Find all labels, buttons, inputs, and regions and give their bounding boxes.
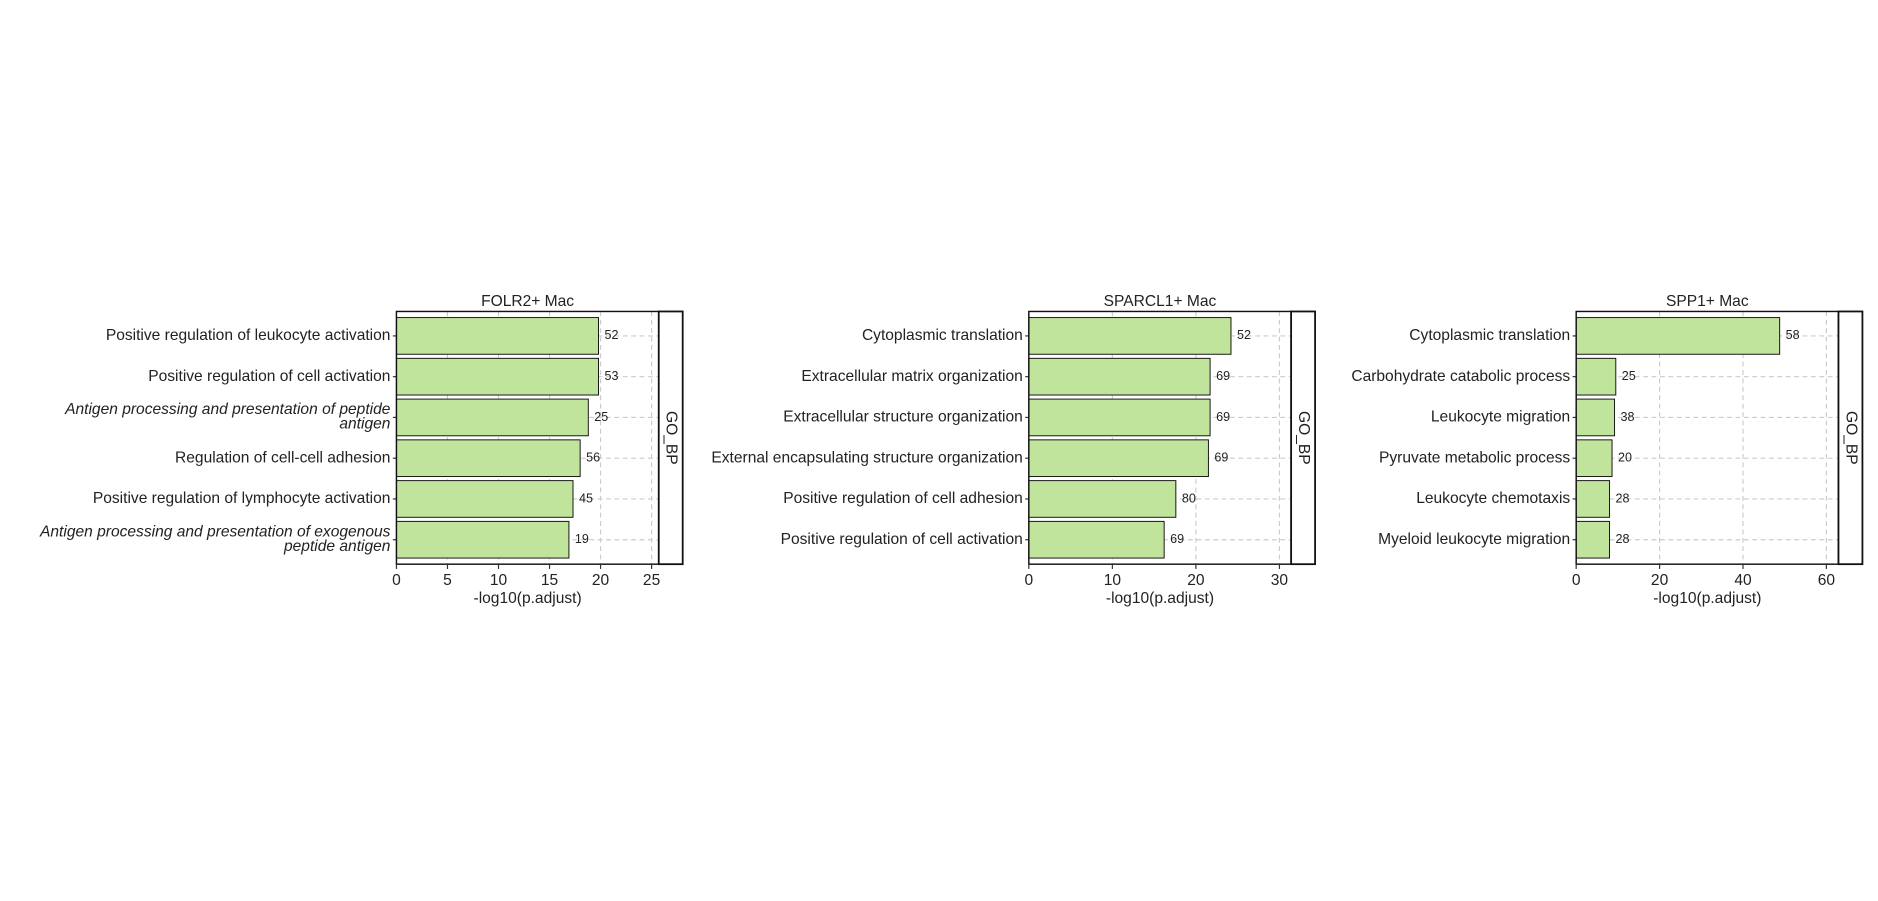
y-tick-label: Pyruvate metabolic process (1379, 449, 1570, 466)
count-label: 69 (1170, 532, 1184, 546)
facet-label: GO_BP (1842, 411, 1859, 465)
bar (1575, 357, 1617, 396)
bar (395, 439, 581, 478)
y-tick-label: Leukocyte migration (1431, 409, 1570, 426)
count-label: 38 (1621, 410, 1635, 424)
bar (1575, 520, 1611, 559)
bar (395, 357, 600, 396)
bar (1028, 398, 1211, 437)
count-label: 45 (579, 491, 593, 505)
x-tick-label: 20 (592, 572, 610, 589)
facet-strip (1837, 310, 1864, 566)
count-label: 80 (1182, 491, 1196, 505)
y-tick-label: Positive regulation of lymphocyte activa… (93, 490, 391, 507)
count-label: 56 (586, 451, 600, 465)
y-tick-label: Extracellular structure organization (783, 409, 1023, 426)
count-label: 52 (605, 328, 619, 342)
count-label: 20 (1618, 451, 1632, 465)
bar (395, 317, 600, 355)
bar (1575, 317, 1781, 355)
y-tick-label: Antigen processing and presentation of e… (39, 524, 391, 555)
bar (395, 480, 574, 518)
x-tick-label: 5 (443, 572, 452, 589)
y-tick-label: Cytoplasmic translation (862, 327, 1023, 344)
x-tick-label: 20 (1187, 572, 1205, 589)
count-label: 58 (1786, 328, 1800, 342)
y-tick-label: Positive regulation of leukocyte activat… (106, 327, 391, 344)
count-label: 19 (575, 532, 589, 546)
facet-strip (657, 310, 684, 566)
bar (1575, 398, 1616, 437)
x-tick-label: 0 (1024, 572, 1033, 589)
count-label: 28 (1616, 491, 1630, 505)
count-label: 28 (1616, 532, 1630, 546)
count-label: 69 (1216, 410, 1230, 424)
x-tick-label: 0 (1572, 572, 1581, 589)
bar (1028, 317, 1232, 355)
count-label: 53 (605, 369, 619, 383)
y-tick-label: Positive regulation of cell activation (148, 368, 390, 385)
bar (395, 398, 589, 437)
y-tick-label: Leukocyte chemotaxis (1416, 490, 1570, 507)
bar (395, 520, 570, 559)
bar (1575, 439, 1613, 478)
bar (1028, 520, 1165, 559)
panel-title: FOLR2+ Mac (481, 293, 574, 310)
count-label: 69 (1214, 451, 1228, 465)
x-tick-label: 10 (490, 572, 508, 589)
x-tick-label: 25 (643, 572, 660, 589)
x-tick-label: 60 (1818, 572, 1836, 589)
y-tick-label: Cytoplasmic translation (1409, 327, 1570, 344)
count-label: 25 (1622, 369, 1636, 383)
panel-title: SPARCL1+ Mac (1104, 293, 1217, 310)
count-label: 69 (1216, 369, 1230, 383)
facet-label: GO_BP (1295, 411, 1312, 465)
x-tick-label: 40 (1734, 572, 1752, 589)
panel-title: SPP1+ Mac (1666, 293, 1749, 310)
x-axis-label: -log10(p.adjust) (1106, 590, 1214, 607)
y-tick-label: Antigen processing and presentation of p… (64, 401, 391, 432)
x-axis-label: -log10(p.adjust) (474, 590, 582, 607)
bar (1028, 357, 1211, 396)
x-axis-label: -log10(p.adjust) (1653, 590, 1761, 607)
bar (1028, 439, 1209, 478)
count-label: 52 (1237, 328, 1251, 342)
count-label: 25 (594, 410, 608, 424)
x-tick-label: 15 (541, 572, 558, 589)
y-tick-label: Carbohydrate catabolic process (1351, 368, 1570, 385)
bar (1028, 480, 1177, 518)
y-tick-label: Myeloid leukocyte migration (1378, 531, 1570, 548)
facet-strip (1290, 310, 1316, 566)
y-tick-label: Extracellular matrix organization (801, 368, 1022, 385)
y-tick-label: Positive regulation of cell activation (781, 531, 1023, 548)
x-tick-label: 30 (1271, 572, 1289, 589)
y-tick-label: External encapsulating structure organiz… (711, 449, 1022, 466)
bar (1575, 480, 1611, 518)
x-tick-label: 20 (1651, 572, 1669, 589)
facet-label: GO_BP (663, 411, 680, 465)
x-tick-label: 10 (1104, 572, 1122, 589)
y-tick-label: Positive regulation of cell adhesion (783, 490, 1023, 507)
x-tick-label: 0 (392, 572, 401, 589)
y-tick-label: Regulation of cell-cell adhesion (175, 449, 390, 466)
